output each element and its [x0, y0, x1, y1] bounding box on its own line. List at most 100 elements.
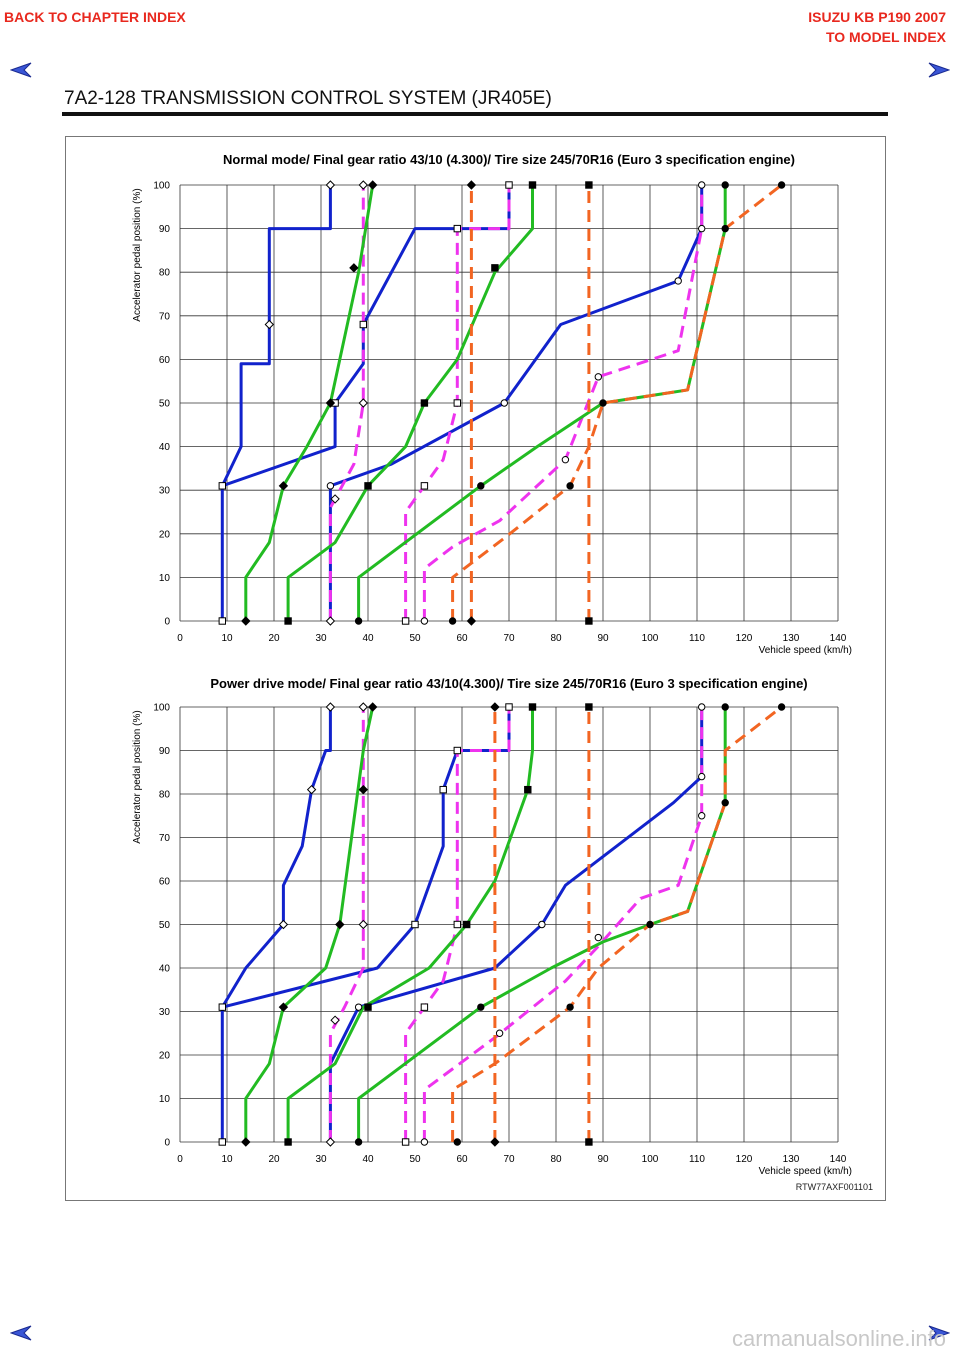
model-title-link[interactable]: ISUZU KB P190 2007 — [808, 9, 946, 25]
y-tick-label: 40 — [159, 964, 171, 975]
x-tick-label: 60 — [456, 633, 468, 644]
prev-page-icon[interactable] — [10, 62, 32, 78]
data-point-square — [453, 746, 462, 755]
series-line-green-6 — [244, 706, 375, 1142]
data-point-circle — [646, 920, 654, 929]
data-point-square — [453, 920, 462, 929]
y-tick-label: 20 — [159, 1051, 171, 1062]
data-point-square — [420, 1003, 429, 1011]
data-point-square — [411, 920, 419, 929]
next-page-bottom-icon[interactable] — [928, 1325, 950, 1341]
x-tick-label: 130 — [783, 1154, 800, 1165]
series-line-green-7 — [286, 185, 534, 621]
x-tick-label: 0 — [177, 633, 183, 644]
data-point-circle — [698, 703, 706, 711]
y-tick-label: 70 — [159, 311, 171, 322]
data-point-square — [284, 617, 292, 625]
x-tick-label: 40 — [362, 633, 374, 644]
data-point-circle — [698, 772, 706, 781]
series-line-magenta-3 — [328, 185, 365, 621]
data-point-diamond — [241, 1137, 251, 1147]
y-tick-label: 90 — [159, 224, 171, 235]
data-point-circle — [566, 1003, 574, 1011]
y-tick-label: 70 — [159, 833, 171, 844]
data-point-square — [218, 1138, 227, 1146]
data-point-circle — [721, 799, 729, 807]
series-line-magenta-3 — [328, 707, 365, 1142]
next-page-icon[interactable] — [928, 62, 950, 78]
x-tick-label: 10 — [221, 1154, 233, 1165]
x-tick-label: 50 — [409, 633, 421, 644]
data-point-square — [420, 482, 429, 490]
x-tick-label: 20 — [268, 1154, 280, 1165]
series-line-blue-0 — [220, 185, 332, 621]
data-point-circle — [354, 1138, 363, 1146]
x-tick-label: 90 — [597, 633, 609, 644]
y-tick-label: 50 — [159, 920, 171, 931]
data-point-square — [218, 617, 227, 625]
data-point-circle — [599, 399, 607, 407]
series-line-blue-0 — [220, 707, 332, 1142]
x-tick-label: 0 — [177, 1154, 183, 1165]
x-tick-label: 30 — [315, 633, 327, 644]
data-point-diamond — [490, 702, 500, 712]
data-point-diamond — [325, 180, 336, 190]
series-line-orange-9 — [451, 705, 783, 1142]
data-point-diamond — [358, 702, 369, 712]
data-point-diamond — [325, 398, 336, 408]
x-tick-label: 80 — [550, 633, 562, 644]
data-point-diamond — [358, 919, 369, 930]
y-tick-label: 80 — [159, 268, 171, 279]
data-point-circle — [674, 277, 682, 285]
data-point-diamond — [330, 494, 340, 504]
x-tick-label: 140 — [830, 633, 847, 644]
data-point-square — [420, 399, 429, 407]
x-tick-label: 90 — [597, 1154, 609, 1165]
y-tick-label: 0 — [164, 1138, 170, 1149]
series-line-magenta-4 — [404, 185, 511, 621]
model-index-link[interactable]: TO MODEL INDEX — [825, 29, 946, 45]
data-point-square — [585, 1138, 593, 1146]
series-line-magenta-4 — [404, 707, 511, 1142]
y-tick-label: 90 — [159, 746, 171, 757]
data-point-circle — [721, 181, 729, 189]
x-tick-label: 120 — [736, 1154, 753, 1165]
y-tick-label: 60 — [159, 877, 171, 888]
footer-watermark: carmanualsonline.info — [731, 1326, 946, 1351]
x-tick-label: 110 — [689, 1154, 705, 1165]
back-to-chapter-index-link[interactable]: BACK TO CHAPTER INDEX — [4, 9, 186, 25]
data-point-circle — [453, 1138, 461, 1146]
data-point-square — [364, 1003, 372, 1011]
y-tick-label: 10 — [159, 573, 171, 584]
series-line-blue-1 — [221, 707, 511, 1009]
header-divider — [62, 112, 888, 116]
data-point-diamond — [466, 180, 477, 190]
data-point-square — [463, 920, 471, 929]
data-point-circle — [420, 1138, 429, 1146]
data-point-diamond — [325, 1137, 336, 1147]
x-tick-label: 70 — [503, 633, 515, 644]
data-point-square — [359, 320, 368, 329]
data-point-square — [505, 181, 513, 189]
shift-charts-svg: Normal mode/ Final gear ratio 43/10 (4.3… — [132, 152, 852, 1177]
data-point-circle — [698, 181, 706, 189]
data-point-circle — [477, 482, 485, 490]
data-point-square — [401, 1138, 410, 1146]
series-line-green-6 — [244, 184, 375, 621]
x-tick-label: 10 — [221, 633, 233, 644]
data-point-circle — [777, 703, 786, 711]
x-axis-label: Vehicle speed (km/h) — [759, 1166, 852, 1177]
data-point-circle — [538, 920, 546, 929]
y-tick-label: 60 — [159, 355, 171, 366]
data-point-square — [218, 1003, 227, 1011]
data-point-diamond — [358, 180, 369, 190]
prev-page-bottom-icon[interactable] — [10, 1325, 32, 1341]
data-point-square — [439, 785, 447, 794]
data-point-square — [401, 617, 410, 625]
figure-code: RTW77AXF001101 — [795, 1182, 873, 1192]
data-point-diamond — [325, 616, 336, 626]
data-point-circle — [777, 181, 786, 189]
x-tick-label: 30 — [315, 1154, 327, 1165]
series-line-green-7 — [286, 707, 534, 1142]
data-point-square — [528, 181, 537, 189]
